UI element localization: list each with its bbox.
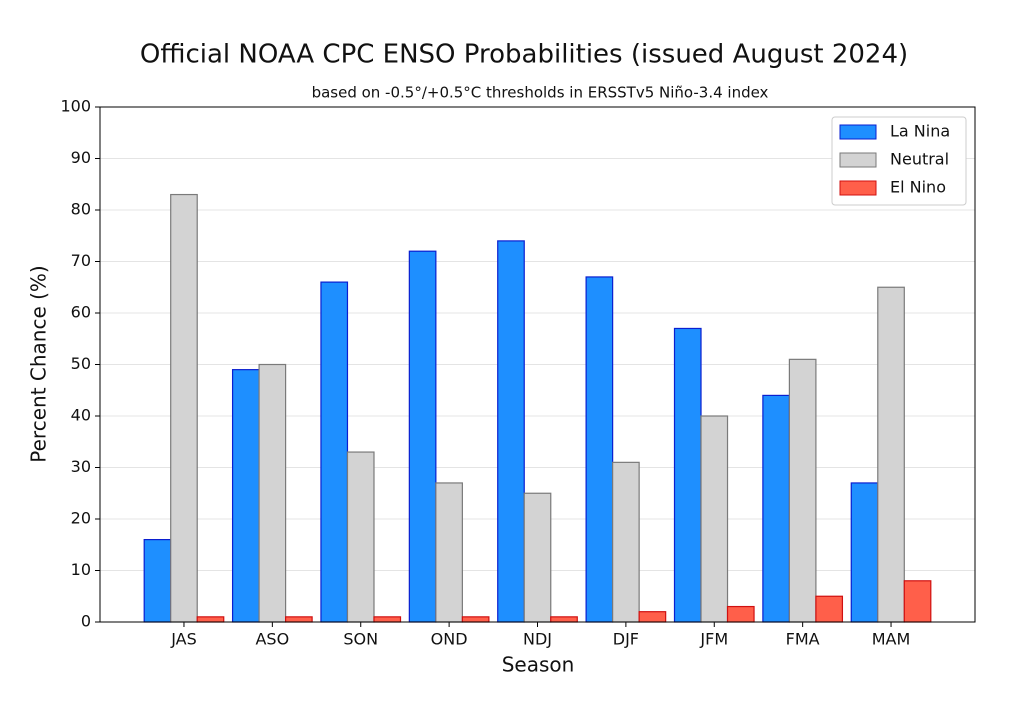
y-tick-label: 50: [71, 354, 91, 373]
bar: [903, 580, 932, 623]
bar: [612, 461, 640, 623]
y-tick-label: 30: [71, 457, 91, 476]
bar: [877, 286, 905, 623]
x-tick-label: JFM: [699, 630, 728, 649]
x-tick-label: ASO: [255, 630, 289, 649]
x-tick-label: JAS: [170, 630, 197, 649]
y-tick-label: 90: [71, 148, 91, 167]
bar: [170, 193, 198, 623]
x-tick-label: DJF: [613, 630, 639, 649]
y-axis-label: Percent Chance (%): [27, 265, 51, 462]
legend: La Nina Neutral El Nino: [831, 116, 967, 206]
bar: [550, 616, 578, 623]
bar: [497, 240, 525, 623]
bar: [435, 482, 463, 623]
x-tick-label: SON: [343, 630, 378, 649]
bar: [585, 276, 614, 623]
bar: [638, 611, 667, 623]
y-tick-label: 70: [71, 251, 91, 270]
bar: [788, 358, 817, 623]
bar: [346, 451, 375, 623]
bar: [815, 595, 844, 623]
bar: [673, 327, 702, 623]
y-tick-label: 100: [60, 97, 91, 116]
chart-subtitle: based on -0.5°/+0.5°C thresholds in ERSS…: [312, 84, 769, 102]
y-tick-label: 60: [71, 303, 91, 322]
bar: [373, 616, 402, 623]
y-tick-label: 0: [81, 612, 91, 631]
x-tick-label: FMA: [786, 630, 820, 649]
legend-label: Neutral: [890, 150, 949, 169]
legend-swatch: [839, 124, 877, 140]
y-tick-label: 20: [71, 509, 91, 528]
bar: [258, 363, 287, 623]
x-tick-label: NDJ: [523, 630, 552, 649]
y-tick-label: 10: [71, 560, 91, 579]
x-tick-label: OND: [431, 630, 468, 649]
y-tick-label: 40: [71, 406, 91, 425]
plot-frame: [99, 106, 976, 623]
legend-label: El Nino: [890, 178, 946, 197]
bar: [850, 482, 879, 623]
bar: [408, 250, 437, 623]
legend-swatch: [839, 152, 877, 168]
bar: [320, 281, 349, 623]
legend-label: La Nina: [890, 122, 950, 141]
bar: [762, 394, 790, 623]
x-tick-label: MAM: [872, 630, 911, 649]
x-axis-label: Season: [502, 653, 575, 677]
bar: [726, 605, 755, 623]
bar: [143, 538, 172, 623]
y-tick-label: 80: [71, 200, 91, 219]
chart-title: Official NOAA CPC ENSO Probabilities (is…: [140, 40, 908, 70]
bar: [461, 616, 490, 623]
bar: [700, 415, 729, 623]
bar: [285, 616, 313, 623]
legend-swatch: [839, 180, 877, 196]
bar: [523, 492, 552, 623]
bar: [196, 616, 225, 623]
bar: [231, 369, 260, 623]
